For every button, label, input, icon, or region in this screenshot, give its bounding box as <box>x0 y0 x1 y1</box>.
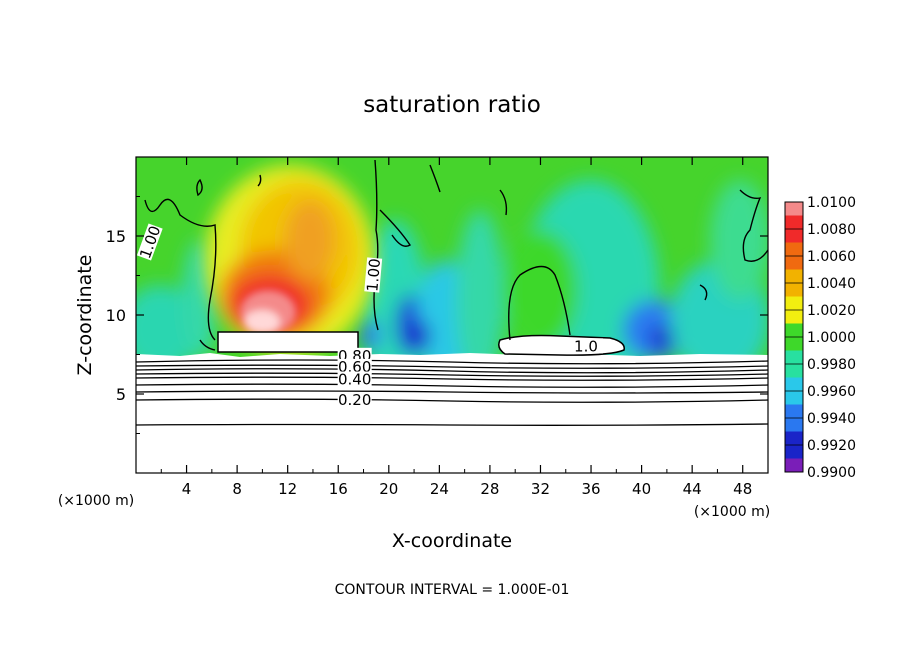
colorbar-swatch <box>785 283 803 297</box>
x-tick-label: 44 <box>683 480 702 498</box>
colorbar-swatch <box>785 404 803 418</box>
colorbar-swatch <box>785 215 803 229</box>
colorbar-swatch <box>785 418 803 432</box>
colorbar-swatch <box>785 256 803 270</box>
y-tick-label: 5 <box>116 385 126 404</box>
contour-label: 1.00 <box>363 258 384 293</box>
x-tick-label: 48 <box>733 480 752 498</box>
colorbar-label: 0.9900 <box>807 465 856 481</box>
colorbar-swatch <box>785 350 803 364</box>
colorbar-swatch <box>785 202 803 216</box>
saturation-field <box>136 157 768 473</box>
x-tick-label: 12 <box>278 480 297 498</box>
contour-label: 0.60 <box>338 358 371 376</box>
x-unit-right: (×1000 m) <box>694 504 770 520</box>
x-tick-label: 32 <box>531 480 550 498</box>
y-axis-label: Z-coordinate <box>74 255 96 376</box>
x-axis-ticks: 4 8 12 16 20 24 28 32 36 40 44 48 <box>160 157 752 498</box>
colorbar-swatch <box>785 310 803 324</box>
x-axis-label: X-coordinate <box>392 530 512 552</box>
colorbar-label: 1.0000 <box>807 330 856 346</box>
colorbar-label: 0.9920 <box>807 438 856 454</box>
x-tick-label: 8 <box>232 480 242 498</box>
contour-label-bg <box>568 338 603 354</box>
colorbar: 1.0100 1.0080 1.0060 1.0040 1.0020 1.0000 0.99… <box>784 195 856 481</box>
y-tick-label: 10 <box>106 306 126 325</box>
colorbar-label: 1.0060 <box>807 249 856 265</box>
colorbar-swatch <box>785 431 803 445</box>
colorbar-label: 0.9940 <box>807 411 856 427</box>
y-axis-ticks: 5 10 15 <box>106 196 768 434</box>
x-tick-label: 4 <box>182 480 192 498</box>
colorbar-swatch <box>785 458 803 472</box>
contour-labels: 1.001.001.00.800.600.400.20 <box>136 223 603 409</box>
x-tick-label: 40 <box>632 480 651 498</box>
y-tick-label: 15 <box>106 227 126 246</box>
colorbar-label: 0.9980 <box>807 357 856 373</box>
colorbar-label: 0.9960 <box>807 384 856 400</box>
colorbar-label: 1.0080 <box>807 222 856 238</box>
colorbar-label: 1.0020 <box>807 303 856 319</box>
colorbar-label: 1.0040 <box>807 276 856 292</box>
contour-label: 0.20 <box>338 391 371 409</box>
colorbar-swatch <box>785 296 803 310</box>
x-tick-label: 36 <box>581 480 600 498</box>
x-unit-left: (×1000 m) <box>58 493 134 509</box>
x-tick-label: 24 <box>430 480 449 498</box>
colorbar-swatch <box>785 391 803 405</box>
x-tick-label: 20 <box>379 480 398 498</box>
contour-label-bg <box>337 392 372 408</box>
colorbar-swatch <box>785 377 803 391</box>
colorbar-swatch <box>785 364 803 378</box>
colorbar-swatch <box>785 242 803 256</box>
colorbar-swatch <box>785 445 803 459</box>
colorbar-swatch <box>785 323 803 337</box>
colorbar-swatch <box>785 337 803 351</box>
colorbar-label: 1.0100 <box>807 195 856 211</box>
contour-label-bg <box>136 223 163 261</box>
contour-label: 0.40 <box>338 371 371 389</box>
x-tick-label: 16 <box>329 480 348 498</box>
x-tick-label: 28 <box>480 480 499 498</box>
contour-label-bg <box>364 257 383 293</box>
chart-title: saturation ratio <box>363 92 541 118</box>
contour-label: 1.0 <box>574 337 598 355</box>
colorbar-swatch <box>785 229 803 243</box>
contour-label-bg <box>337 371 372 387</box>
colorbar-swatch <box>785 269 803 283</box>
contour-interval-note: CONTOUR INTERVAL = 1.000E-01 <box>335 582 570 598</box>
contour-label-bg <box>337 358 372 374</box>
